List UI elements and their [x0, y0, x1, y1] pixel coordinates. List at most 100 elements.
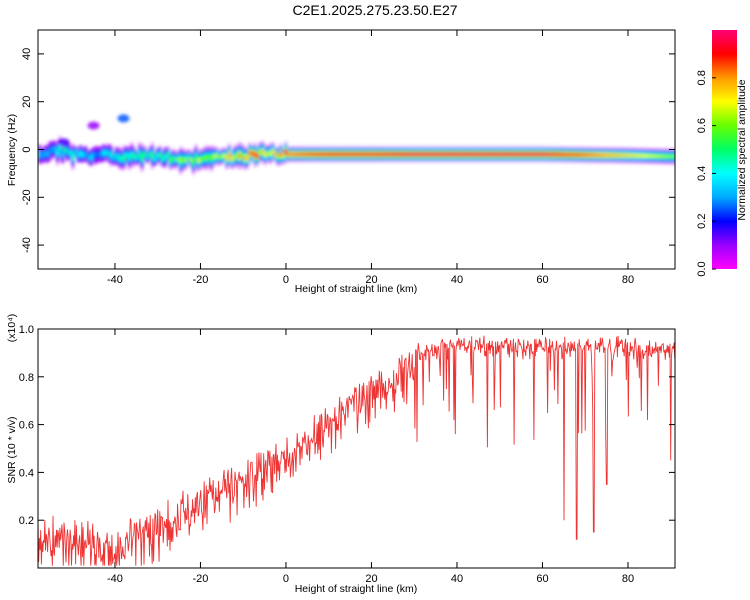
- spectrogram-cell: [291, 153, 296, 156]
- spectrogram-cell: [202, 156, 206, 160]
- spectrogram-cell: [286, 153, 290, 156]
- spectrogram-cell: [566, 153, 570, 156]
- spectrogram-cell: [461, 153, 465, 156]
- spectrogram-cell: [494, 153, 498, 156]
- spectrogram-cell: [256, 154, 260, 158]
- spectrogram-cell: [235, 154, 239, 158]
- spectrogram-cell: [220, 155, 224, 158]
- spectrogram-cell: [620, 154, 624, 157]
- spectrogram-cell: [45, 152, 49, 156]
- spectrogram-cell: [556, 153, 560, 156]
- spectrogram-cell: [320, 153, 324, 156]
- x-tick-label: 20: [365, 573, 377, 585]
- spectrogram-cell: [394, 153, 398, 156]
- spectrogram-cell: [81, 153, 85, 157]
- spectrogram-cell: [443, 153, 447, 156]
- spectrogram-cell: [561, 153, 565, 156]
- spectrogram-cell: [284, 150, 288, 154]
- spectrogram-cell: [112, 156, 116, 160]
- spectrogram-cell: [656, 155, 660, 158]
- spectrogram-cell: [294, 153, 298, 156]
- spectrogram-cell: [607, 154, 611, 157]
- spectrogram-cell: [258, 150, 262, 154]
- spectrogram-cell: [163, 155, 167, 160]
- spectrogram-cell: [150, 154, 155, 158]
- spectrogram-cell: [610, 154, 614, 157]
- spectrogram-cell: [253, 153, 257, 157]
- spectrogram-cell: [440, 153, 444, 156]
- spectrogram-cell: [643, 154, 647, 157]
- spectrogram-cell: [281, 154, 285, 157]
- spectrogram-cell: [456, 153, 460, 156]
- spectrogram-cell: [474, 153, 478, 156]
- spectrogram-cell: [466, 153, 470, 156]
- spectrogram-cell: [604, 154, 609, 157]
- spectrogram-cell: [130, 153, 134, 157]
- spectrogram-blob: [87, 121, 100, 130]
- spectrogram-cell: [448, 153, 452, 156]
- spectrogram-cell: [204, 156, 208, 160]
- spectrogram-cell: [435, 153, 439, 156]
- x-tick-label: -40: [107, 274, 123, 286]
- spectrogram-cell: [648, 154, 652, 158]
- spectrogram-cell: [409, 153, 414, 156]
- spectrogram-cell: [158, 153, 162, 157]
- spectrogram-cell: [397, 153, 401, 156]
- x-tick-label: 40: [451, 573, 463, 585]
- spectrogram-cell: [299, 153, 303, 156]
- spectrogram-cell: [63, 148, 67, 152]
- spectrogram-cell: [199, 157, 203, 161]
- spectrogram-cell: [407, 153, 411, 156]
- spectrogram-cell: [171, 157, 175, 160]
- x-tick-label: -40: [107, 573, 123, 585]
- spectrogram-cell: [445, 153, 450, 156]
- spectrogram-cell: [384, 153, 388, 156]
- spectrogram-cell: [96, 152, 101, 156]
- spectrogram-cell: [166, 153, 170, 157]
- y-tick-label: 0.2: [19, 515, 34, 527]
- spectrogram-cell: [379, 153, 383, 156]
- spectrogram-cell: [509, 153, 514, 156]
- colorbar-tick-label: 0.8: [696, 70, 708, 85]
- spectrogram-cell: [430, 153, 434, 156]
- spectrogram-cell: [50, 147, 54, 151]
- spectrogram-cell: [389, 153, 393, 156]
- colorbar-ticks: 0.0 0.2 0.4 0.6 0.8: [696, 70, 716, 277]
- spectrogram-cell: [471, 153, 475, 156]
- spectrogram-cell: [312, 153, 316, 156]
- spectrogram-y-ticks: -40 -20 0 20 40: [21, 48, 675, 253]
- spectrogram-cell: [155, 154, 160, 157]
- spectrogram-cell: [592, 153, 596, 157]
- spectrogram-cell: [40, 154, 44, 158]
- spectrogram-cell: [597, 153, 601, 157]
- spectrogram-cell: [463, 153, 467, 156]
- spectrogram-cell: [245, 156, 249, 160]
- spectrogram-cell: [335, 153, 339, 156]
- spectrogram-cell: [533, 153, 537, 156]
- spectrogram-cell: [153, 157, 157, 161]
- spectrogram-cell: [630, 154, 634, 157]
- spectrogram-cell: [227, 153, 231, 157]
- spectrogram-cell: [325, 153, 329, 156]
- spectrogram-cell: [273, 153, 278, 156]
- spectrogram-cell: [386, 153, 391, 156]
- spectrogram-cell: [468, 153, 473, 156]
- spectrogram-cell: [214, 154, 219, 157]
- spectrogram-cell: [412, 153, 416, 156]
- spectrogram-cell: [338, 153, 342, 156]
- spectrogram-y-label: Frequency (Hz): [6, 114, 18, 186]
- spectrogram-cell: [327, 153, 332, 156]
- spectrogram-cell: [669, 155, 673, 158]
- spectrogram-cell: [89, 156, 93, 160]
- y-tick-label: -40: [21, 237, 33, 253]
- spectrogram-cell: [361, 153, 365, 156]
- spectrogram-cell: [497, 153, 501, 156]
- spectrogram-cell: [433, 153, 437, 156]
- spectrogram-cell: [297, 153, 301, 156]
- spectrogram-cell: [663, 155, 668, 158]
- spectrogram-cell: [391, 153, 396, 156]
- spectrogram-cell: [161, 157, 165, 161]
- spectrogram-cell: [645, 154, 650, 157]
- spectrogram-cell: [197, 159, 201, 163]
- spectrogram-cell: [522, 153, 526, 156]
